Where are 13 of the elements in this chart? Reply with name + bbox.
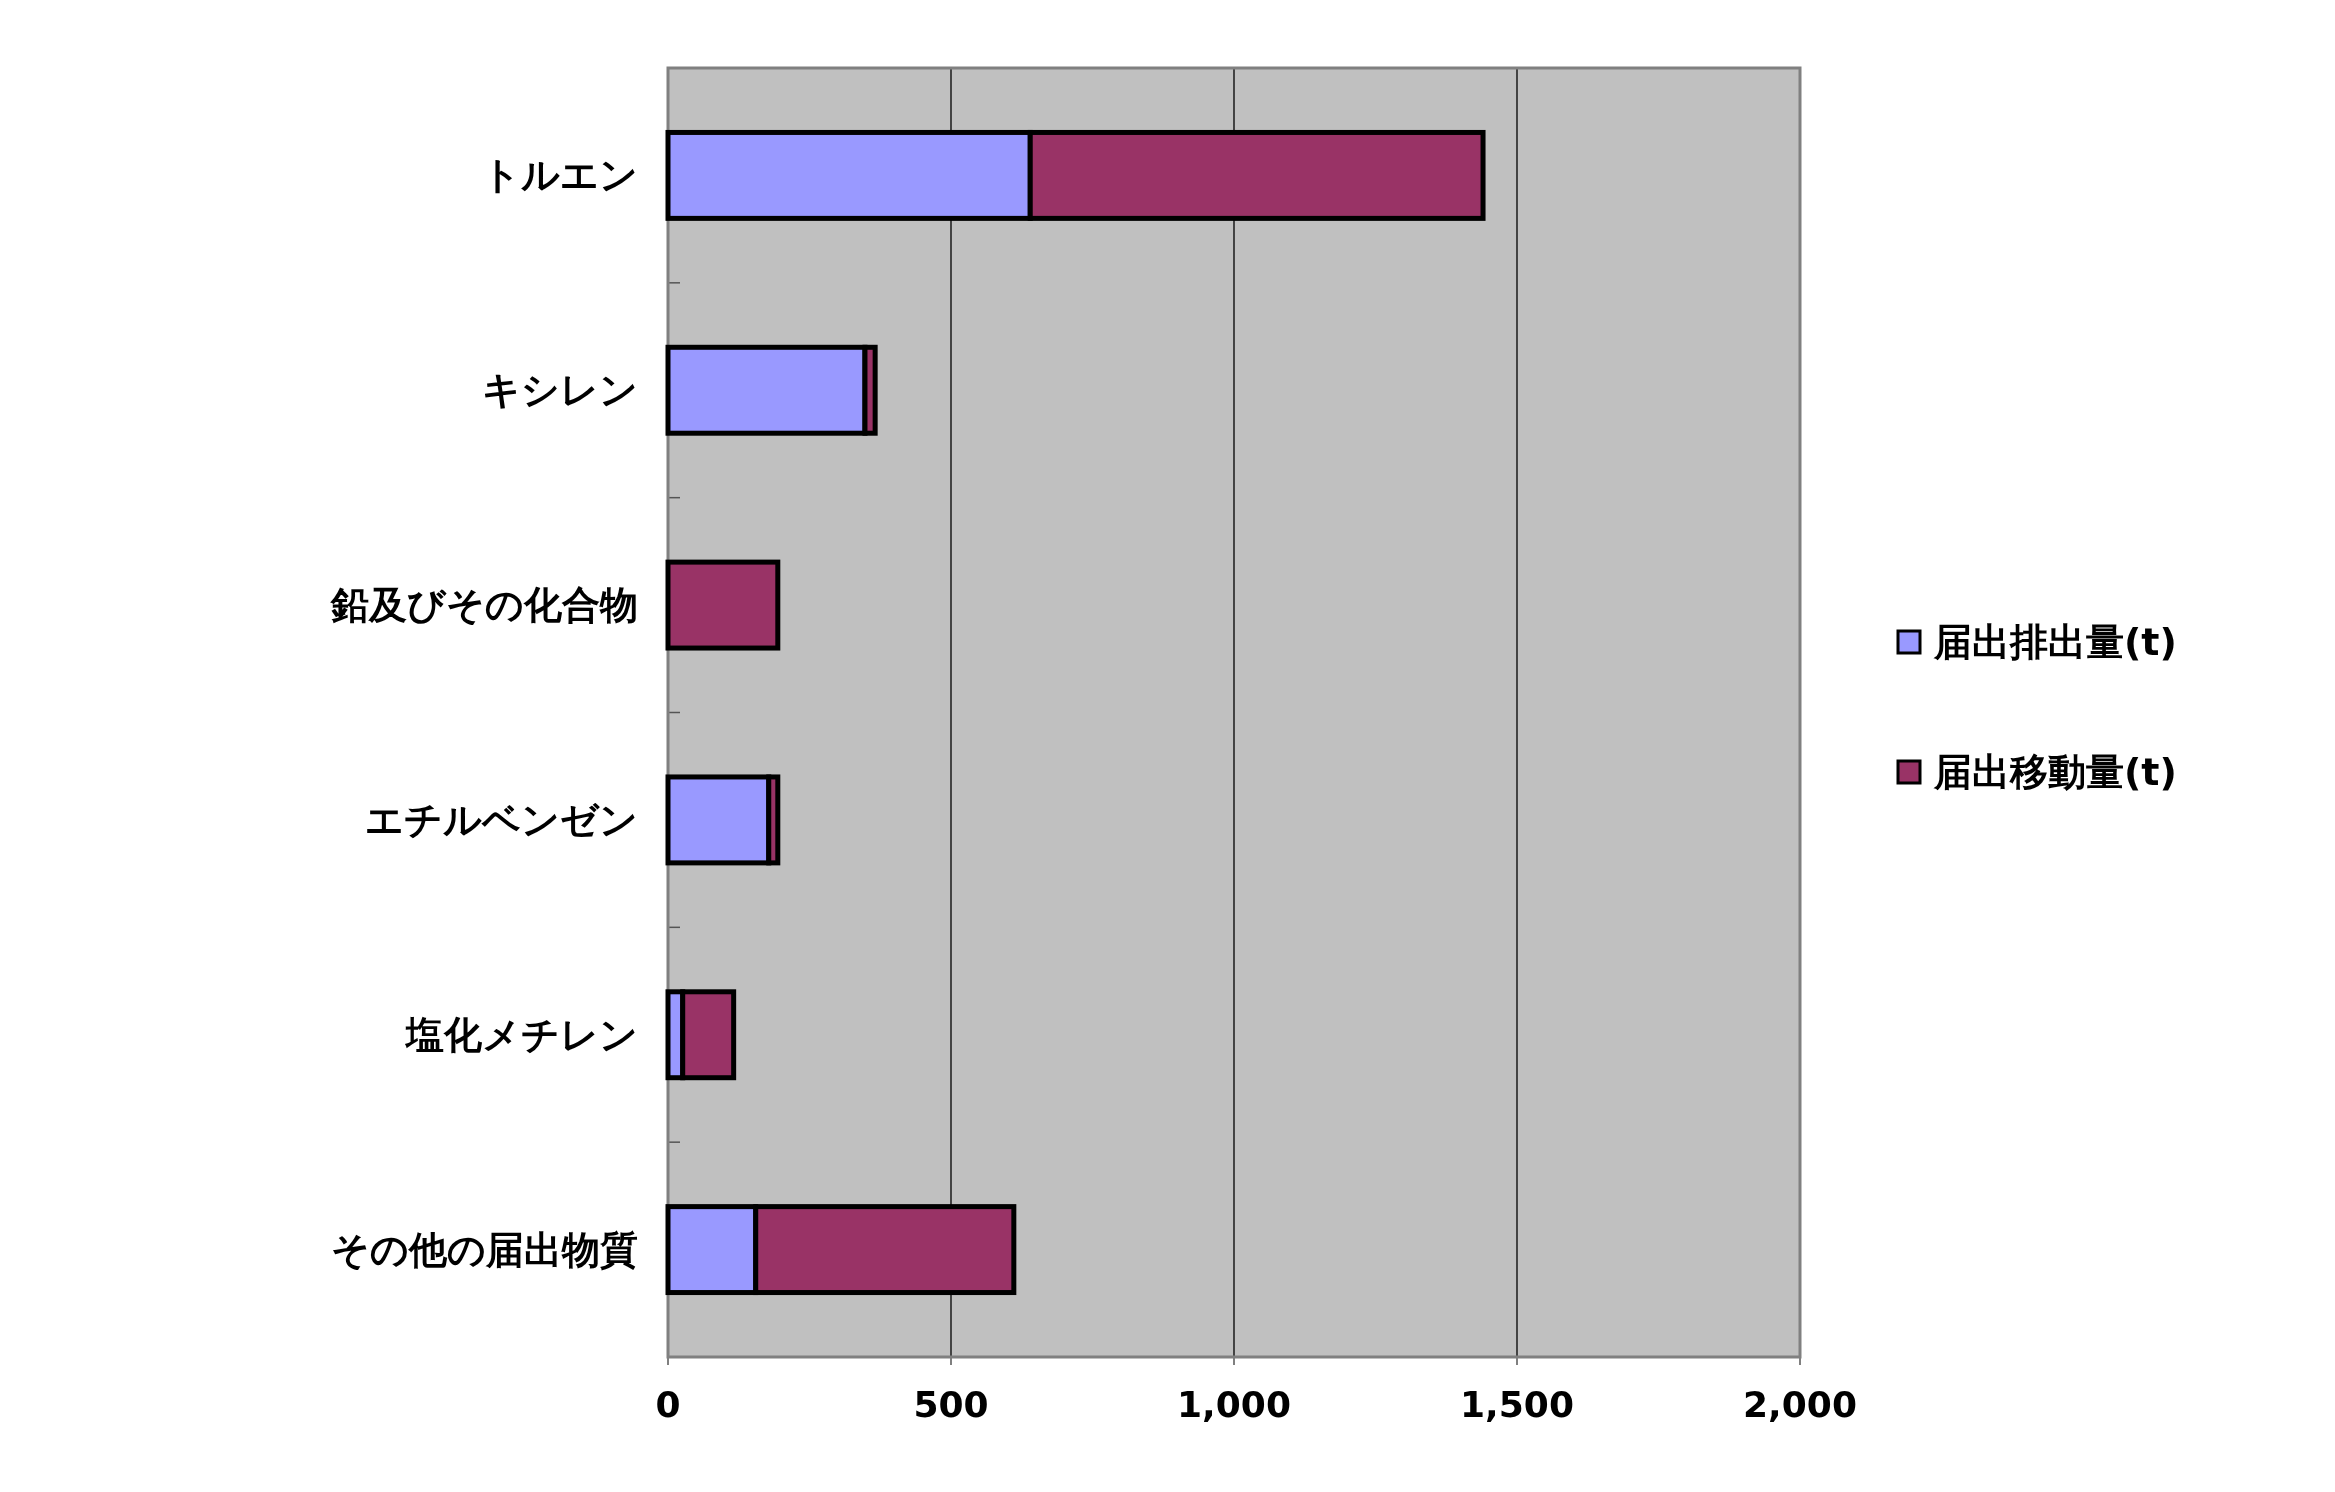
y-tick-label: 鉛及びその化合物 — [330, 583, 638, 628]
x-tick-label: 1,000 — [1177, 1384, 1291, 1425]
x-tick-label: 1,500 — [1460, 1384, 1574, 1425]
y-tick-label: 塩化メチレン — [404, 1012, 638, 1057]
y-tick-label: トルエン — [482, 153, 638, 198]
legend-label: 届出移動量(t) — [1933, 750, 2177, 794]
y-tick-label: キシレン — [482, 368, 638, 413]
y-tick-label: エチルベンゼン — [365, 797, 638, 842]
x-tick-label: 500 — [913, 1384, 989, 1425]
x-tick-label: 0 — [655, 1384, 681, 1425]
x-tick-label: 2,000 — [1743, 1384, 1857, 1425]
y-tick-label: その他の届出物質 — [331, 1227, 638, 1272]
legend-label: 届出排出量(t) — [1933, 620, 2177, 664]
